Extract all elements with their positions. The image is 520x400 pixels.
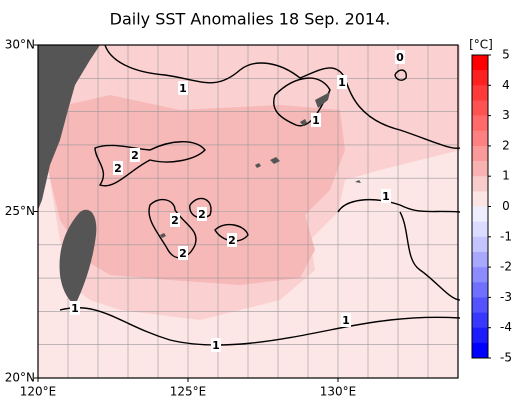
colorbar-swatch <box>472 267 488 283</box>
contour-label: 1 <box>338 76 346 89</box>
colorbar-swatch <box>472 70 488 86</box>
colorbar-swatch <box>472 191 488 207</box>
title: Daily SST Anomalies 18 Sep. 2014. <box>110 10 391 29</box>
colorbar-swatch <box>472 145 488 162</box>
contour-label-box <box>341 313 351 327</box>
colorbar-swatch <box>472 115 488 132</box>
colorbar-swatch <box>472 221 488 238</box>
y-tick-label: 25°N <box>5 204 35 218</box>
colorbar-tick-label: 1 <box>502 169 510 183</box>
contour-label: 2 <box>171 214 179 227</box>
land-china <box>38 45 100 210</box>
contour-label-box <box>178 81 188 95</box>
contour-label: 2 <box>131 149 139 162</box>
colorbar-tick-label: 4 <box>502 78 510 92</box>
contour-label-box <box>170 213 180 227</box>
colorbar-swatch <box>472 297 488 313</box>
colorbar-swatch <box>472 342 488 359</box>
contour-label: 0 <box>396 51 404 64</box>
colorbar-tick-label: -3 <box>500 290 512 304</box>
contour-label: 2 <box>228 234 236 247</box>
contour-label: 1 <box>312 114 320 127</box>
colorbar-swatch <box>472 206 488 222</box>
colorbar-swatch <box>472 130 488 147</box>
colorbar-swatch <box>472 161 488 177</box>
contour-label: 1 <box>179 82 187 95</box>
colorbar-swatch <box>472 100 488 116</box>
contour-label-box <box>197 207 207 221</box>
contour-label-box <box>337 75 347 89</box>
colorbar-swatch <box>472 236 488 253</box>
contour-line <box>394 69 407 81</box>
contour-label: 1 <box>382 190 390 203</box>
contour-line <box>399 211 461 301</box>
colorbar-tick-label: 0 <box>502 199 510 213</box>
contour-label-box <box>395 50 405 64</box>
colorbar-tick-label: 2 <box>502 138 510 152</box>
colorbar-tick-label: -5 <box>500 351 512 365</box>
contour-label-box <box>211 338 221 352</box>
x-tick-label: 125°E <box>170 385 207 399</box>
land-taiwan <box>59 209 97 305</box>
contour-label-box <box>113 161 123 175</box>
y-tick-label: 30°N <box>5 38 35 52</box>
contour-label-box <box>178 246 188 260</box>
contour-label-box <box>130 148 140 162</box>
colorbar-tick-label: -2 <box>500 260 512 274</box>
colorbar: [°C] 5 4 3 2 1 0 -1 -2 -3 -4 -5 <box>469 38 512 365</box>
colorbar-swatch <box>472 85 488 101</box>
colorbar-tick-label: 3 <box>502 108 510 122</box>
colorbar-swatch <box>472 55 488 71</box>
contour-label-box <box>227 233 237 247</box>
colorbar-tick-label: -1 <box>500 229 512 243</box>
contour-label: 2 <box>179 247 187 260</box>
x-tick-label: 120°E <box>20 385 57 399</box>
x-tick-label: 130°E <box>320 385 357 399</box>
contour-label: 1 <box>212 339 220 352</box>
contour-label: 1 <box>342 314 350 327</box>
contour-line <box>94 141 206 187</box>
contour-line <box>104 44 461 149</box>
colorbar-swatch <box>472 282 488 298</box>
colorbar-tick-label: -4 <box>500 320 512 334</box>
contour-label-box <box>70 301 80 315</box>
contour-line <box>59 307 461 346</box>
colorbar-swatch <box>472 312 488 328</box>
colorbar-swatch <box>472 176 488 192</box>
contour-label: 2 <box>198 208 206 221</box>
colorbar-swatch <box>472 327 488 344</box>
contour-line <box>148 198 197 259</box>
grid <box>38 45 458 378</box>
contour-label-box <box>311 113 321 127</box>
y-tick-label: 20°N <box>5 371 35 385</box>
contour-label: 2 <box>114 162 122 175</box>
colorbar-swatch <box>472 251 488 268</box>
anomaly-area-2 <box>45 95 345 285</box>
colorbar-unit: [°C] <box>469 38 493 52</box>
contour-label-box <box>381 189 391 203</box>
contour-label: 1 <box>71 302 79 315</box>
contour-line <box>214 223 249 242</box>
colorbar-tick-label: 5 <box>502 48 510 62</box>
contour-line <box>189 197 212 219</box>
contour-line <box>337 199 461 213</box>
